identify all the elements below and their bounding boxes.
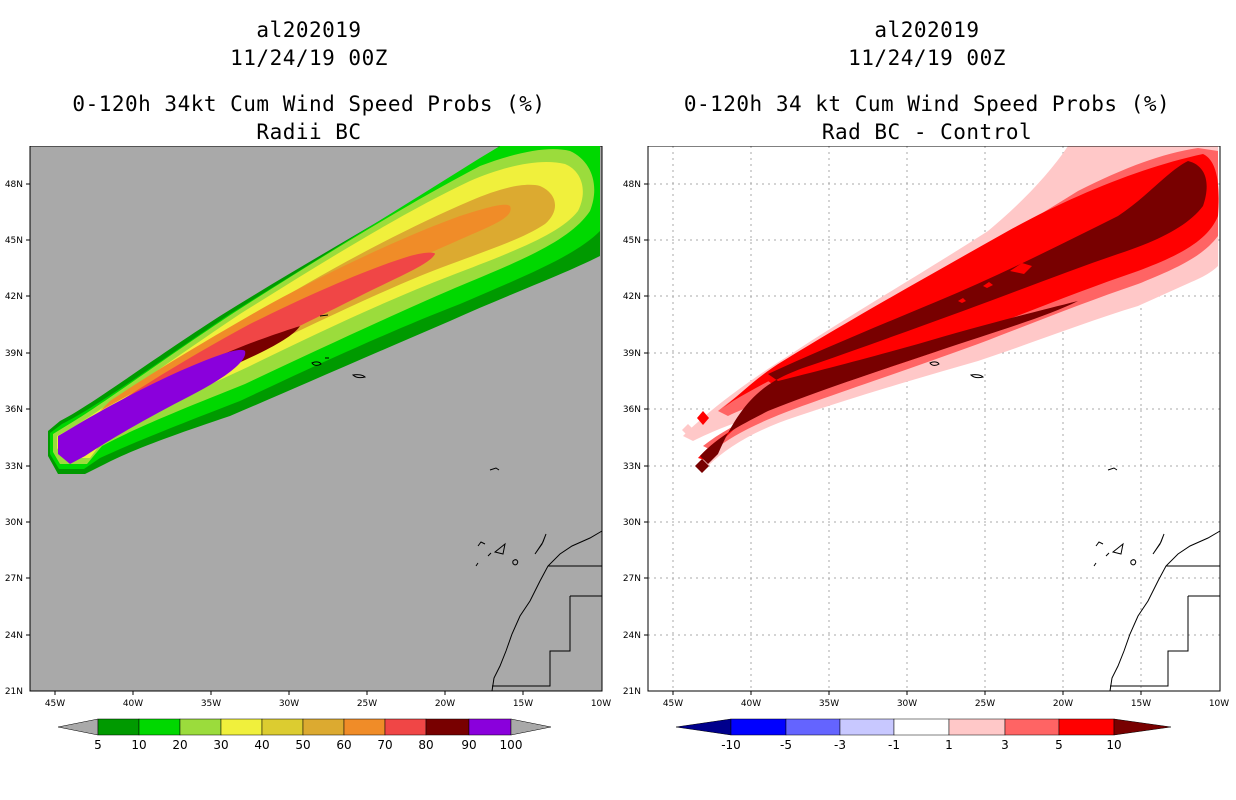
colorbar-label: 10 bbox=[1106, 738, 1121, 752]
lat-label: 30N bbox=[5, 518, 23, 528]
colorbar-label: 100 bbox=[500, 738, 523, 752]
right-title-date: 11/24/19 00Z bbox=[848, 46, 1006, 70]
lat-axis-labels: 48N 45N 42N 39N 36N 33N 30N 27N 24N 21N bbox=[623, 180, 648, 697]
colorbar-cell bbox=[785, 718, 841, 736]
colorbar-label: 80 bbox=[418, 738, 433, 752]
right-colorbar: -10 -5 -3 -1 1 3 5 10 bbox=[675, 718, 1172, 752]
right-title-product: 0-120h 34 kt Cum Wind Speed Probs (%) bbox=[683, 92, 1171, 116]
lat-label: 36N bbox=[623, 405, 641, 415]
coastlines bbox=[929, 361, 1221, 692]
coastlines bbox=[311, 314, 603, 692]
colorbar-label: 3 bbox=[1001, 738, 1009, 752]
colorbar-cell bbox=[261, 718, 304, 736]
probability-contours bbox=[48, 146, 600, 474]
lat-label: 45N bbox=[623, 236, 641, 246]
lon-label: 35W bbox=[201, 699, 221, 709]
colorbar-cell bbox=[948, 718, 1006, 736]
colorbar-cell bbox=[384, 718, 427, 736]
colorbar-cell bbox=[730, 718, 787, 736]
lon-label: 20W bbox=[435, 699, 455, 709]
lat-label: 39N bbox=[623, 349, 641, 359]
left-title-product: 0-120h 34kt Cum Wind Speed Probs (%) bbox=[72, 92, 546, 116]
lon-label: 35W bbox=[819, 699, 839, 709]
colorbar-cell bbox=[302, 718, 345, 736]
left-title-subtitle: Radii BC bbox=[256, 120, 362, 144]
lat-label: 24N bbox=[623, 631, 641, 641]
lon-label: 10W bbox=[591, 699, 611, 709]
lon-label: 25W bbox=[975, 699, 995, 709]
left-map: 48N 45N 42N 39N 36N 33N 30N 27N 24N 21N … bbox=[5, 146, 611, 752]
lon-label: 45W bbox=[663, 699, 683, 709]
lon-label: 30W bbox=[897, 699, 917, 709]
colorbar-cell bbox=[425, 718, 470, 736]
difference-contours bbox=[682, 146, 1219, 473]
right-panel: al202019 11/24/19 00Z 0-120h 34 kt Cum W… bbox=[618, 0, 1236, 800]
lon-label: 25W bbox=[357, 699, 377, 709]
left-title-storm: al202019 bbox=[256, 18, 362, 42]
colorbar-cell bbox=[97, 718, 140, 736]
left-colorbar: 5 10 20 30 40 50 60 70 80 90 100 bbox=[57, 718, 552, 752]
lon-label: 40W bbox=[741, 699, 761, 709]
lon-label: 45W bbox=[45, 699, 65, 709]
colorbar-label: 60 bbox=[336, 738, 351, 752]
colorbar-cell bbox=[343, 718, 386, 736]
colorbar-cell bbox=[510, 718, 552, 736]
lat-label: 30N bbox=[623, 518, 641, 528]
colorbar-label: 5 bbox=[94, 738, 102, 752]
colorbar-label: -5 bbox=[780, 738, 792, 752]
right-title-subtitle: Rad BC - Control bbox=[821, 120, 1033, 144]
lon-axis-labels: 45W 40W 35W 30W 25W 20W 15W 10W bbox=[663, 691, 1229, 709]
lon-label: 30W bbox=[279, 699, 299, 709]
colorbar-label: 40 bbox=[254, 738, 269, 752]
lat-label: 33N bbox=[5, 462, 23, 472]
lat-label: 21N bbox=[623, 687, 641, 697]
colorbar-label: 50 bbox=[295, 738, 310, 752]
colorbar-label: 90 bbox=[461, 738, 476, 752]
lon-label: 15W bbox=[513, 699, 533, 709]
colorbar-cell bbox=[839, 718, 895, 736]
colorbar-cell bbox=[138, 718, 181, 736]
colorbar-cell bbox=[468, 718, 512, 736]
lon-label: 10W bbox=[1209, 699, 1229, 709]
colorbar-cell bbox=[1004, 718, 1060, 736]
colorbar-label: 30 bbox=[213, 738, 228, 752]
lat-label: 24N bbox=[5, 631, 23, 641]
colorbar-label: 1 bbox=[945, 738, 953, 752]
lat-label: 33N bbox=[623, 462, 641, 472]
lat-label: 48N bbox=[5, 180, 23, 190]
colorbar-label: -10 bbox=[721, 738, 741, 752]
lon-axis-labels: 45W 40W 35W 30W 25W 20W 15W 10W bbox=[45, 691, 611, 709]
right-map-frame bbox=[647, 146, 1221, 692]
colorbar-label: 70 bbox=[377, 738, 392, 752]
lon-label: 20W bbox=[1053, 699, 1073, 709]
lon-label: 40W bbox=[123, 699, 143, 709]
left-panel: al202019 11/24/19 00Z 0-120h 34kt Cum Wi… bbox=[5, 18, 611, 752]
colorbar-label: 5 bbox=[1055, 738, 1063, 752]
lat-label: 42N bbox=[623, 292, 641, 302]
colorbar-label: 10 bbox=[131, 738, 146, 752]
lat-label: 21N bbox=[5, 687, 23, 697]
colorbar-cell bbox=[1113, 718, 1172, 736]
colorbar-cell bbox=[675, 718, 732, 736]
lat-label: 36N bbox=[5, 405, 23, 415]
lat-label: 27N bbox=[623, 574, 641, 584]
colorbar-cell bbox=[57, 718, 99, 736]
colorbar-cell bbox=[1058, 718, 1115, 736]
colorbar-cell bbox=[220, 718, 263, 736]
colorbar-label: -3 bbox=[834, 738, 846, 752]
right-map: 48N 45N 42N 39N 36N 33N 30N 27N 24N 21N … bbox=[623, 146, 1229, 752]
right-title-storm: al202019 bbox=[874, 18, 980, 42]
colorbar-cell bbox=[179, 718, 222, 736]
lon-label: 15W bbox=[1131, 699, 1151, 709]
lat-label: 27N bbox=[5, 574, 23, 584]
lat-label: 48N bbox=[623, 180, 641, 190]
left-title-date: 11/24/19 00Z bbox=[230, 46, 388, 70]
lat-label: 42N bbox=[5, 292, 23, 302]
lat-label: 45N bbox=[5, 236, 23, 246]
colorbar-label: 20 bbox=[172, 738, 187, 752]
colorbar-cell bbox=[893, 718, 950, 736]
colorbar-label: -1 bbox=[888, 738, 900, 752]
lat-label: 39N bbox=[5, 349, 23, 359]
lat-axis-labels: 48N 45N 42N 39N 36N 33N 30N 27N 24N 21N bbox=[5, 180, 30, 697]
